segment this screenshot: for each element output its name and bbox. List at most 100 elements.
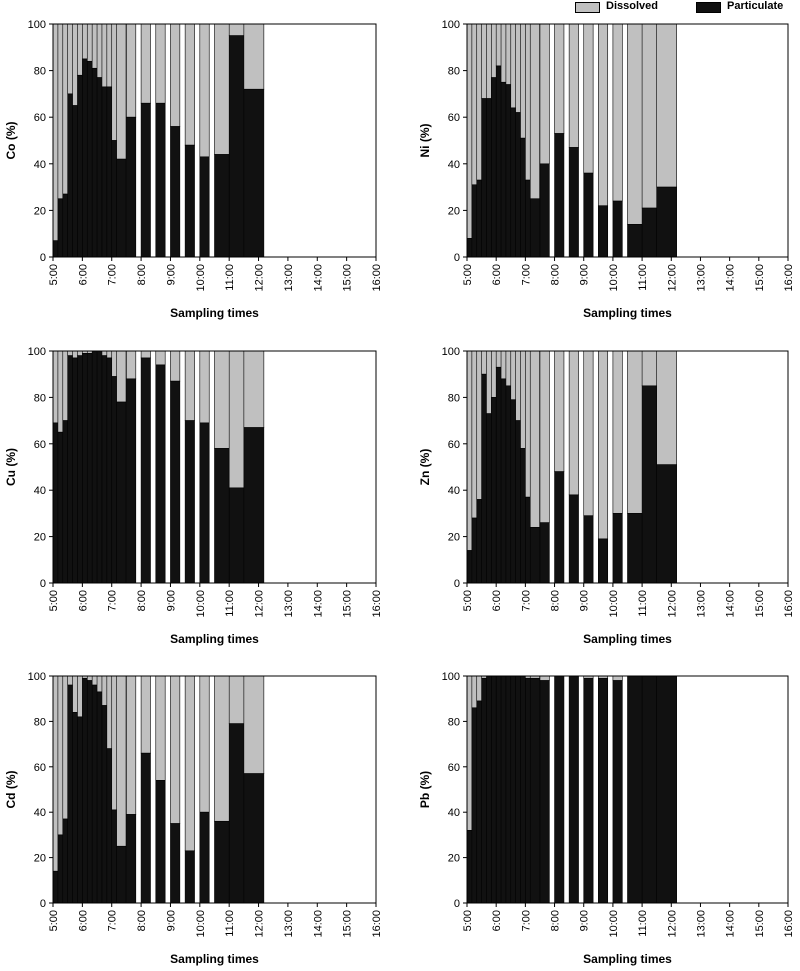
x-tick-label: 7:00: [520, 264, 532, 285]
x-axis-label: Sampling times: [583, 632, 672, 646]
bar-dissolved: [170, 350, 181, 382]
bar-particulate: [539, 163, 550, 258]
x-tick-label: 13:00: [283, 910, 295, 938]
y-tick-label: 60: [34, 762, 46, 774]
x-tick-label: 11:00: [224, 590, 236, 617]
x-tick-label: 12:00: [254, 590, 266, 618]
x-tick-label: 10:00: [195, 264, 207, 292]
bar-particulate: [155, 102, 166, 258]
bar-dissolved: [539, 675, 550, 681]
y-tick-label: 40: [448, 159, 460, 171]
y-tick-label: 80: [34, 392, 46, 404]
y-tick-label: 100: [442, 671, 460, 683]
x-tick-label: 11:00: [637, 590, 649, 617]
x-tick-label: 14:00: [725, 590, 737, 618]
bar-particulate: [598, 538, 609, 584]
bar-particulate: [184, 144, 195, 258]
y-tick-label: 20: [448, 205, 460, 217]
x-tick-label: 12:00: [254, 910, 266, 938]
y-tick-label: 0: [454, 898, 460, 910]
x-tick-label: 13:00: [695, 590, 707, 618]
y-tick-label: 40: [34, 807, 46, 819]
y-tick-label: 100: [442, 19, 460, 31]
x-tick-label: 6:00: [491, 910, 503, 931]
bar-dissolved: [170, 23, 181, 127]
y-tick-label: 60: [34, 439, 46, 451]
x-tick-label: 14:00: [312, 264, 324, 292]
bar-particulate: [568, 494, 579, 584]
y-axis-label: Zn (%): [418, 449, 432, 486]
x-tick-label: 15:00: [754, 264, 766, 292]
bar-dissolved: [612, 350, 623, 514]
bar-dissolved: [116, 350, 127, 403]
bar-dissolved: [554, 350, 565, 472]
x-tick-label: 13:00: [283, 264, 295, 292]
plot-frame: [466, 350, 789, 584]
bar-dissolved: [155, 675, 166, 781]
x-tick-label: 12:00: [254, 264, 266, 292]
bar-particulate: [656, 186, 677, 258]
y-tick-label: 100: [28, 346, 46, 358]
bar-dissolved: [539, 23, 550, 165]
plot-frame: [466, 23, 789, 258]
y-tick-label: 80: [448, 392, 460, 404]
bar-particulate: [529, 527, 540, 584]
x-tick-label: 7:00: [107, 590, 119, 611]
bar-particulate: [598, 677, 609, 904]
bar-dissolved: [612, 23, 623, 202]
legend-swatch-particulate: [696, 2, 721, 13]
bar-particulate: [583, 515, 594, 584]
y-axis-label: Cd (%): [4, 771, 18, 809]
y-tick-label: 100: [28, 671, 46, 683]
chart-pb: 0 20 40 60 80 100 5:00 6:00 7:00 8:00 9:00 10:00 11:…: [418, 671, 795, 966]
x-tick-label: 9:00: [165, 590, 177, 611]
x-tick-label: 15:00: [754, 910, 766, 938]
bar-dissolved: [170, 675, 181, 824]
bar-particulate: [155, 364, 166, 584]
x-tick-label: 8:00: [550, 910, 562, 931]
y-tick-label: 0: [40, 898, 46, 910]
x-tick-label: 14:00: [312, 590, 324, 618]
bar-particulate: [612, 680, 623, 904]
x-tick-label: 13:00: [283, 590, 295, 618]
x-tick-label: 11:00: [637, 910, 649, 937]
x-tick-label: 15:00: [754, 590, 766, 618]
plot-frame: [52, 23, 377, 258]
y-tick-label: 80: [34, 66, 46, 78]
bar-particulate: [612, 513, 623, 584]
plot-frame: [466, 675, 789, 904]
x-tick-label: 5:00: [48, 910, 60, 931]
x-tick-label: 9:00: [579, 264, 591, 285]
y-axis-label: Pb (%): [418, 771, 432, 808]
x-tick-label: 14:00: [725, 264, 737, 292]
bar-particulate: [140, 102, 151, 258]
x-tick-label: 11:00: [224, 910, 236, 937]
bar-dissolved: [155, 350, 166, 366]
x-tick-label: 10:00: [608, 590, 620, 618]
bar-dissolved: [583, 350, 594, 517]
y-tick-label: 40: [34, 159, 46, 171]
x-tick-label: 10:00: [608, 910, 620, 938]
chart-cu: 0 20 40 60 80 100 5:00 6:00 7:00 8:00 9:00 10:00 11:…: [4, 346, 383, 646]
y-tick-label: 80: [448, 66, 460, 78]
y-tick-label: 20: [34, 205, 46, 217]
bar-particulate: [126, 116, 137, 258]
x-tick-label: 8:00: [550, 264, 562, 285]
x-axis-label: Sampling times: [170, 306, 259, 320]
x-tick-label: 13:00: [695, 264, 707, 292]
y-tick-label: 40: [34, 485, 46, 497]
bar-particulate: [199, 811, 210, 904]
bar-particulate: [155, 780, 166, 904]
bar-particulate: [199, 156, 210, 258]
bar-particulate: [583, 172, 594, 258]
bar-particulate: [656, 675, 677, 904]
bar-particulate: [199, 422, 210, 584]
x-tick-label: 16:00: [783, 910, 795, 938]
legend-label-dissolved: Dissolved: [606, 0, 658, 12]
y-tick-label: 60: [448, 112, 460, 124]
x-tick-label: 10:00: [195, 910, 207, 938]
plot-frame: [52, 675, 377, 904]
x-axis-label: Sampling times: [583, 306, 672, 320]
bar-dissolved: [140, 350, 151, 359]
x-tick-label: 16:00: [783, 264, 795, 292]
